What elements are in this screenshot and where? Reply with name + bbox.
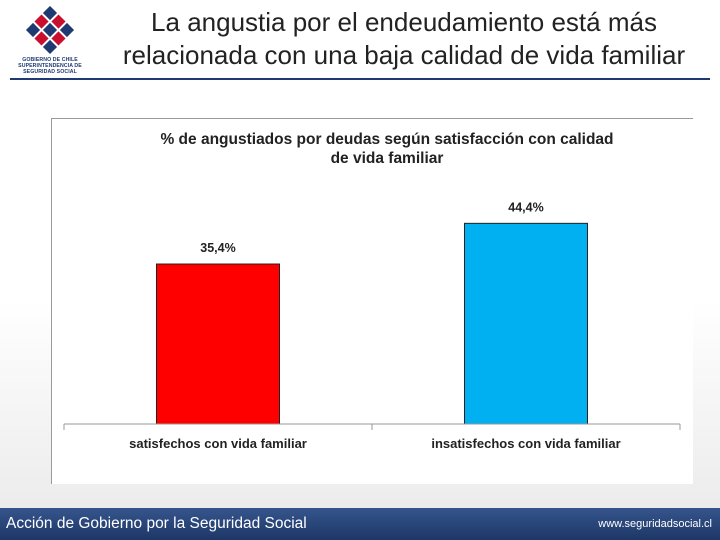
logo-text: GOBIERNO DE CHILE SUPERINTENDENCIA DE SE…: [14, 57, 86, 75]
bar-chart: % de angustiados por deudas según satisf…: [63, 131, 681, 451]
chart-frame: % de angustiados por deudas según satisf…: [51, 118, 693, 484]
chart-title-line: de vida familiar: [331, 150, 444, 167]
logo-line: SUPERINTENDENCIA DE: [18, 63, 82, 69]
chart-title-line: % de angustiados por deudas según satisf…: [160, 131, 613, 148]
title-divider: [10, 78, 710, 80]
footer-slogan: Acción de Gobierno por la Seguridad Soci…: [6, 515, 307, 532]
category-label: satisfechos con vida familiar: [129, 436, 307, 451]
slide-title: La angustia por el endeudamiento está má…: [122, 7, 686, 70]
logo-emblem-icon: [25, 5, 75, 55]
logo-line: SEGURIDAD SOCIAL: [23, 69, 77, 75]
category-label: insatisfechos con vida familiar: [431, 436, 620, 451]
footer-website-link[interactable]: www.seguridadsocial.cl: [598, 518, 712, 530]
bar-2: [464, 222, 588, 425]
bar-1: [156, 263, 280, 425]
logo-line: GOBIERNO DE CHILE: [22, 57, 78, 63]
data-label: 44,4%: [508, 200, 543, 214]
footer-bar: Acción de Gobierno por la Seguridad Soci…: [0, 508, 720, 540]
data-label: 35,4%: [200, 241, 235, 255]
logo: GOBIERNO DE CHILE SUPERINTENDENCIA DE SE…: [14, 5, 86, 76]
